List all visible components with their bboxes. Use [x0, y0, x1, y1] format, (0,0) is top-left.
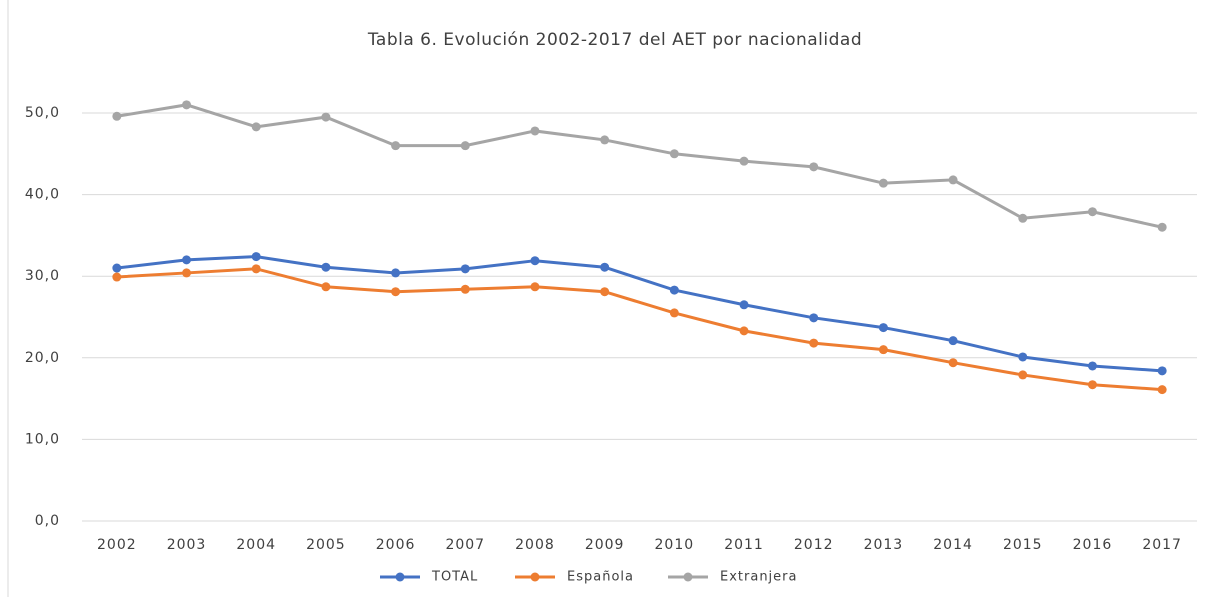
- data-point: [321, 282, 331, 292]
- data-point: [112, 263, 122, 273]
- data-point: [1018, 370, 1028, 380]
- y-tick-label: 30,0: [25, 268, 60, 284]
- legend-label: Extranjera: [720, 570, 797, 585]
- y-tick-label: 0,0: [35, 513, 60, 529]
- data-point: [530, 256, 540, 266]
- x-tick-label: 2012: [794, 537, 834, 553]
- legend-marker: [530, 572, 540, 582]
- data-point: [948, 175, 958, 185]
- data-point: [251, 252, 261, 262]
- data-point: [669, 285, 679, 295]
- data-point: [112, 272, 122, 282]
- data-point: [251, 122, 261, 132]
- data-point: [460, 284, 470, 294]
- series-line: [116, 255, 1163, 373]
- data-point: [182, 268, 192, 278]
- x-tick-label: 2016: [1073, 537, 1113, 553]
- data-point: [669, 308, 679, 318]
- data-point: [809, 313, 819, 323]
- data-point: [391, 268, 401, 278]
- data-point: [948, 336, 958, 346]
- data-point: [600, 262, 610, 272]
- x-tick-label: 2006: [376, 537, 416, 553]
- data-point: [1157, 222, 1167, 232]
- data-point: [669, 149, 679, 159]
- data-point: [1087, 361, 1097, 371]
- legend-label: Española: [567, 570, 634, 585]
- data-point: [600, 287, 610, 297]
- data-point: [809, 162, 819, 172]
- legend-marker: [683, 572, 693, 582]
- data-point: [182, 255, 192, 265]
- data-point: [739, 300, 749, 310]
- data-point: [1157, 385, 1167, 395]
- y-tick-label: 10,0: [25, 431, 60, 447]
- series-line: [116, 267, 1163, 392]
- data-point: [530, 282, 540, 292]
- x-tick-label: 2003: [167, 537, 207, 553]
- data-point: [112, 111, 122, 121]
- x-tick-label: 2009: [585, 537, 625, 553]
- data-point: [878, 345, 888, 355]
- data-point: [530, 126, 540, 136]
- data-point: [1087, 207, 1097, 217]
- data-point: [739, 156, 749, 166]
- data-point: [600, 135, 610, 145]
- data-point: [809, 338, 819, 348]
- legend-marker: [395, 572, 405, 582]
- data-point: [321, 262, 331, 272]
- series-line: [116, 103, 1163, 229]
- data-point: [251, 264, 261, 274]
- x-tick-label: 2014: [933, 537, 973, 553]
- x-tick-label: 2002: [97, 537, 137, 553]
- y-tick-label: 40,0: [25, 187, 60, 203]
- data-point: [460, 141, 470, 151]
- data-point: [1018, 352, 1028, 362]
- x-tick-label: 2007: [445, 537, 485, 553]
- data-point: [1157, 366, 1167, 376]
- x-tick-label: 2008: [515, 537, 555, 553]
- data-point: [1087, 380, 1097, 390]
- data-point: [321, 112, 331, 122]
- data-point: [391, 141, 401, 151]
- data-point: [878, 178, 888, 188]
- x-tick-label: 2017: [1142, 537, 1182, 553]
- legend-label: TOTAL: [431, 570, 478, 585]
- x-tick-label: 2015: [1003, 537, 1043, 553]
- y-tick-label: 20,0: [25, 350, 60, 366]
- x-tick-label: 2004: [236, 537, 276, 553]
- x-tick-label: 2013: [864, 537, 904, 553]
- x-tick-label: 2005: [306, 537, 346, 553]
- data-point: [182, 100, 192, 110]
- data-point: [739, 326, 749, 336]
- chart-title: Tabla 6. Evolución 2002-2017 del AET por…: [367, 30, 862, 50]
- y-tick-label: 50,0: [25, 105, 60, 121]
- data-point: [391, 287, 401, 297]
- x-tick-label: 2011: [724, 537, 764, 553]
- data-point: [460, 264, 470, 274]
- x-tick-label: 2010: [655, 537, 695, 553]
- data-point: [948, 358, 958, 368]
- data-point: [878, 323, 888, 333]
- data-point: [1018, 213, 1028, 223]
